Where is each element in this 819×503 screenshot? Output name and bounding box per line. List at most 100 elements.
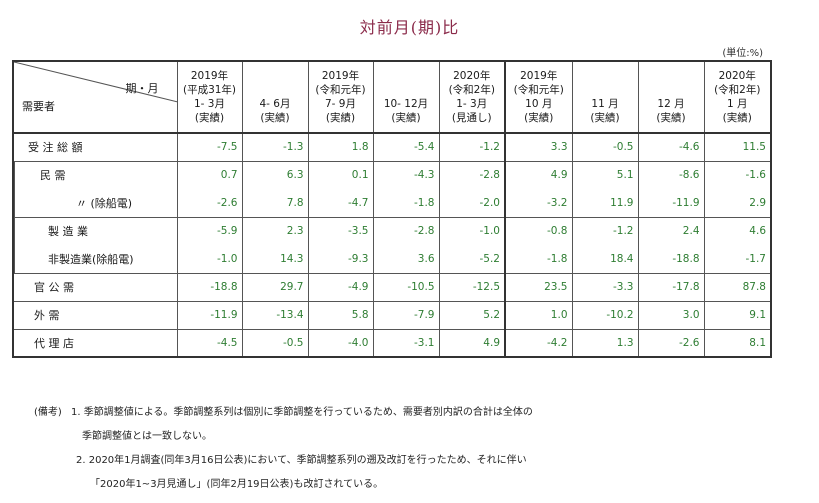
col-header-2: 2019年 (令和元年) 7- 9月 (実績)	[307, 60, 374, 134]
table-row: 民 需 0.7 6.3 0.1 -4.3 -2.8 4.9 5.1 -8.6 -…	[12, 161, 772, 189]
table-cell: -2.8	[438, 161, 505, 189]
col-header-0: 2019年 (平成31年) 1- 3月 (実績)	[176, 60, 243, 134]
row-label: 外 需	[12, 300, 177, 329]
table-cell: 2.3	[241, 216, 308, 245]
data-table-wrapper: 期・月 需要者 2019年 (平成31年) 1- 3月 (実績) 4- 6月 (実績) …	[12, 60, 772, 390]
table-cell: 11.9	[571, 189, 638, 217]
table-cell: -4.9	[307, 272, 373, 301]
note-2b: 「2020年1~3月見通し」(同年2月19日公表)も改訂されている。	[90, 479, 384, 490]
table-cell: -3.5	[307, 216, 373, 245]
table-cell: -8.6	[637, 161, 704, 189]
table-cell: -4.2	[504, 328, 572, 358]
table-cell: 0.7	[176, 161, 242, 189]
table-cell: 4.6	[703, 216, 772, 245]
table-cell: 1.0	[504, 300, 572, 329]
table-cell: 87.8	[703, 272, 772, 301]
table-cell: 29.7	[241, 272, 308, 301]
col-header-8: 2020年 (令和2年) 1 月 (実績)	[703, 60, 772, 134]
table-cell: 5.1	[571, 161, 638, 189]
table-cell: -0.5	[571, 132, 638, 162]
table-row: 官 公 需 -18.8 29.7 -4.9 -10.5 -12.5 23.5 -…	[12, 272, 772, 301]
table-cell: -2.8	[372, 216, 439, 245]
table-cell: -11.9	[637, 189, 704, 217]
row-label: 代 理 店	[12, 328, 177, 358]
table-cell: -4.3	[372, 161, 439, 189]
table-cell: -2.6	[637, 328, 704, 358]
col-header-4: 2020年 (令和2年) 1- 3月 (見通し)	[438, 60, 506, 134]
table-cell: 2.9	[703, 189, 772, 217]
table-row: 受 注 総 額 -7.5 -1.3 1.8 -5.4 -1.2 3.3 -0.5…	[12, 132, 772, 162]
table-cell: -4.6	[637, 132, 704, 162]
col-header-5: 2019年 (令和元年) 10 月 (実績)	[504, 60, 573, 134]
table-cell: 1.8	[307, 132, 373, 162]
table-row: 代 理 店 -4.5 -0.5 -4.0 -3.1 4.9 -4.2 1.3 -…	[12, 328, 772, 358]
corner-diagonal	[14, 62, 178, 103]
table-cell: -1.2	[571, 216, 638, 245]
header-row: 期・月 需要者 2019年 (平成31年) 1- 3月 (実績) 4- 6月 (実績) …	[12, 60, 772, 134]
table-cell: -5.4	[372, 132, 439, 162]
table-cell: 1.3	[571, 328, 638, 358]
table-cell: -3.3	[571, 272, 638, 301]
row-label: 〃 (除船電)	[12, 189, 177, 217]
table-cell: -4.7	[307, 189, 373, 217]
table-cell: 9.1	[703, 300, 772, 329]
table-cell: -10.2	[571, 300, 638, 329]
notes: (備考) 1. 季節調整値による。季節調整系列は個別に季節調整を行っているため、…	[34, 401, 533, 497]
table-cell: 5.8	[307, 300, 373, 329]
table-cell: -18.8	[176, 272, 242, 301]
table-cell: -1.8	[372, 189, 439, 217]
table-cell: 6.3	[241, 161, 308, 189]
col-header-7: 12 月 (実績)	[637, 60, 705, 134]
notes-prefix: (備考)	[34, 407, 62, 418]
table-cell: -5.2	[438, 245, 505, 273]
col-header-6: 11 月 (実績)	[571, 60, 639, 134]
table-cell: -2.0	[438, 189, 505, 217]
table-cell: -10.5	[372, 272, 439, 301]
table-cell: -0.8	[504, 216, 572, 245]
table-cell: -18.8	[637, 245, 704, 273]
table-row: 製 造 業 -5.9 2.3 -3.5 -2.8 -1.0 -0.8 -1.2 …	[12, 216, 772, 245]
table-row: 外 需 -11.9 -13.4 5.8 -7.9 5.2 1.0 -10.2 3…	[12, 300, 772, 329]
table-row: 非製造業(除船電) -1.0 14.3 -9.3 3.6 -5.2 -1.8 1…	[12, 245, 772, 273]
table-cell: -1.6	[703, 161, 772, 189]
table-cell: 5.2	[438, 300, 505, 329]
table-cell: 11.5	[703, 132, 772, 162]
corner-header: 期・月 需要者	[12, 60, 178, 134]
table-cell: -4.0	[307, 328, 373, 358]
table-cell: -4.5	[176, 328, 242, 358]
note-line-1: (備考) 1. 季節調整値による。季節調整系列は個別に季節調整を行っているため、…	[34, 401, 533, 425]
table-cell: 18.4	[571, 245, 638, 273]
table-cell: -7.5	[176, 132, 242, 162]
table-cell: 4.9	[504, 161, 572, 189]
table-cell: -1.2	[438, 132, 505, 162]
table-cell: -3.2	[504, 189, 572, 217]
table-cell: -13.4	[241, 300, 308, 329]
note-1b: 季節調整値とは一致しない。	[82, 431, 212, 442]
table-cell: 23.5	[504, 272, 572, 301]
note-1a: 1. 季節調整値による。季節調整系列は個別に季節調整を行っているため、需要者別内…	[71, 407, 533, 418]
table-cell: -9.3	[307, 245, 373, 273]
row-label: 製 造 業	[12, 216, 177, 245]
table-cell: 3.3	[504, 132, 572, 162]
table-cell: -11.9	[176, 300, 242, 329]
table-cell: -7.9	[372, 300, 439, 329]
note-2a: 2. 2020年1月調査(同年3月16日公表)において、季節調整系列の遡及改訂を…	[76, 455, 527, 466]
table-row: 〃 (除船電) -2.6 7.8 -4.7 -1.8 -2.0 -3.2 11.…	[12, 189, 772, 217]
unit-label: (単位:%)	[722, 48, 763, 59]
demand-label: 需要者	[22, 100, 55, 113]
table-cell: -2.6	[176, 189, 242, 217]
table-cell: -12.5	[438, 272, 505, 301]
table-cell: 7.8	[241, 189, 308, 217]
table-cell: -1.8	[504, 245, 572, 273]
table-cell: 2.4	[637, 216, 704, 245]
table-cell: -0.5	[241, 328, 308, 358]
table-cell: 14.3	[241, 245, 308, 273]
row-label: 官 公 需	[12, 272, 177, 301]
row-label: 非製造業(除船電)	[12, 245, 177, 273]
col-header-1: 4- 6月 (実績)	[241, 60, 309, 134]
table-cell: 8.1	[703, 328, 772, 358]
table-cell: -17.8	[637, 272, 704, 301]
table-cell: -3.1	[372, 328, 439, 358]
col-header-3: 10- 12月 (実績)	[372, 60, 440, 134]
period-label: 期・月	[125, 82, 159, 95]
